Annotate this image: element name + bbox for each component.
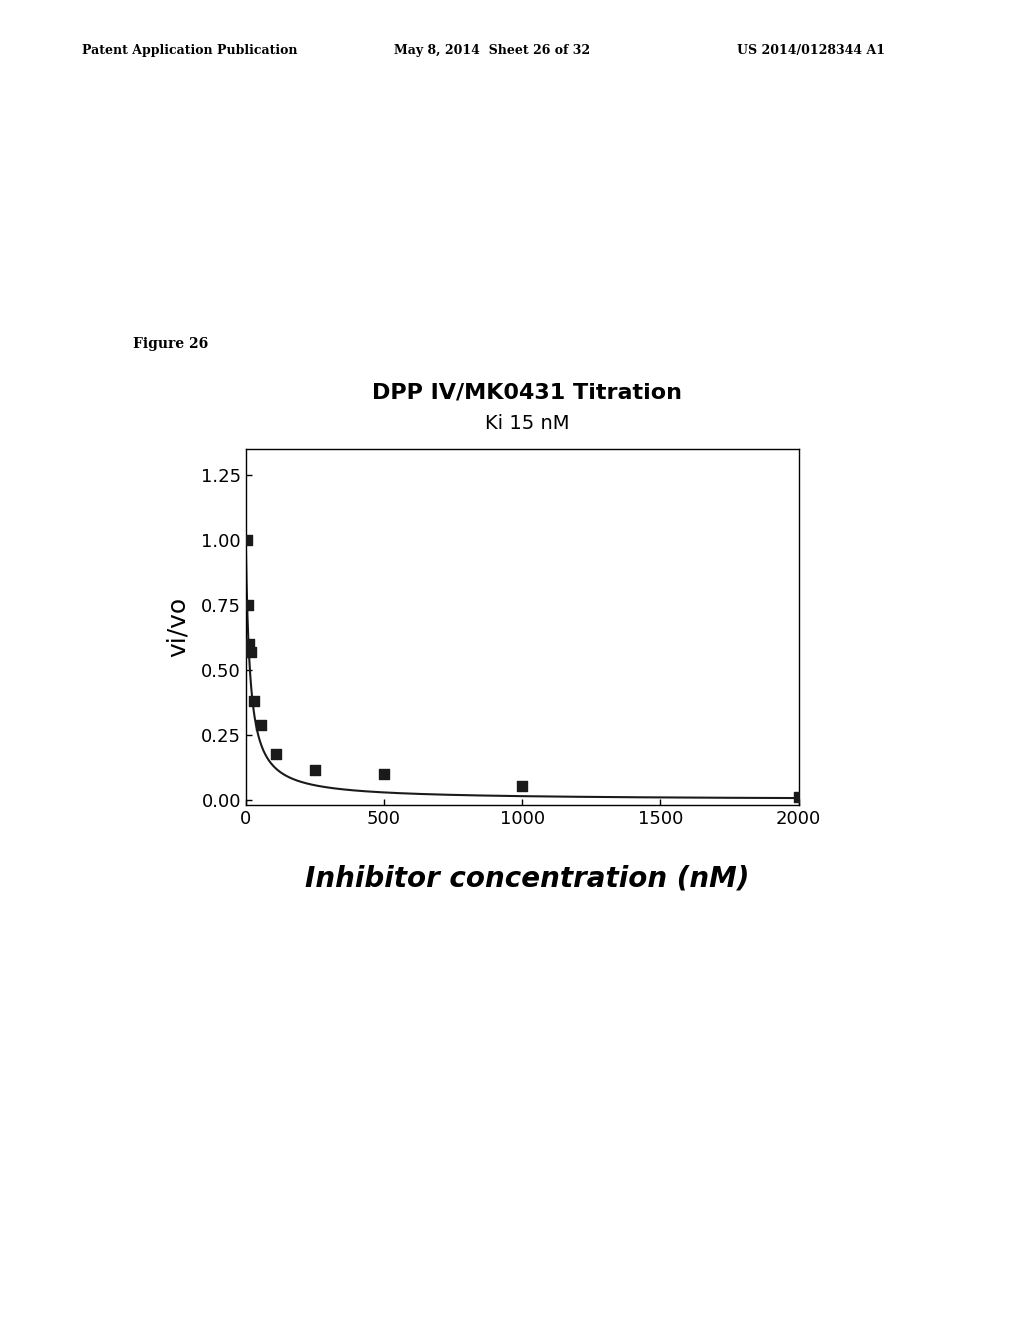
Point	[239, 529, 255, 550]
Point	[268, 744, 285, 766]
Text: DPP IV/MK0431 Titration: DPP IV/MK0431 Titration	[373, 383, 682, 403]
Point	[791, 787, 807, 808]
Y-axis label: vi/vo: vi/vo	[166, 597, 189, 657]
Point	[243, 642, 259, 663]
Point	[240, 594, 256, 615]
Text: Ki 15 nM: Ki 15 nM	[485, 414, 569, 433]
Text: US 2014/0128344 A1: US 2014/0128344 A1	[737, 44, 886, 57]
Text: Inhibitor concentration (nM): Inhibitor concentration (nM)	[305, 865, 750, 892]
Point	[241, 634, 257, 655]
Text: Figure 26: Figure 26	[133, 337, 208, 351]
Point	[246, 690, 262, 711]
Text: May 8, 2014  Sheet 26 of 32: May 8, 2014 Sheet 26 of 32	[394, 44, 591, 57]
Point	[514, 775, 530, 796]
Text: Patent Application Publication: Patent Application Publication	[82, 44, 297, 57]
Point	[307, 759, 324, 780]
Point	[253, 714, 269, 735]
Point	[376, 763, 392, 784]
